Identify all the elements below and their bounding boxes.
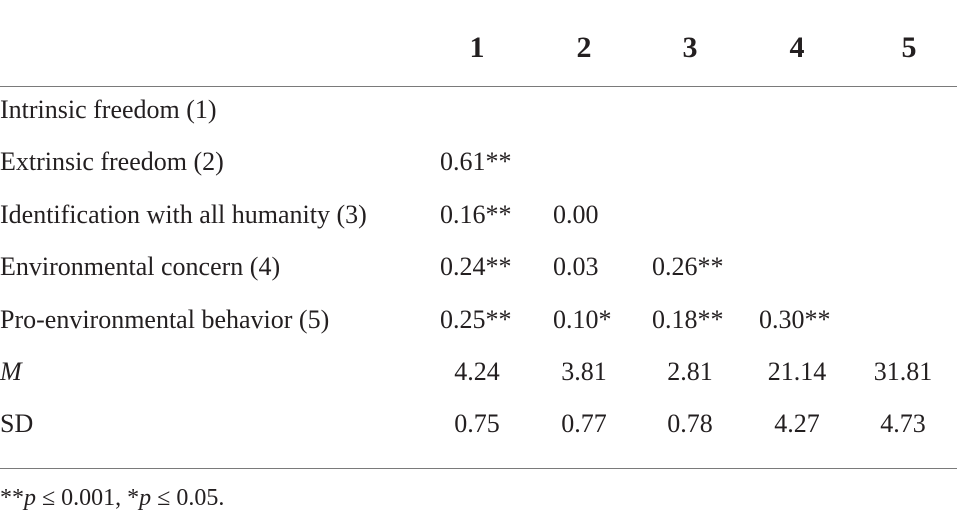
table-cell: 0.16** [440, 200, 512, 229]
row-label: Pro-environmental behavior (5) [0, 305, 330, 334]
table-cell: 21.14 [767, 357, 827, 386]
table-cell: 4.24 [454, 357, 500, 386]
table-cell: 4.27 [774, 409, 820, 438]
row-label: Environmental concern (4) [0, 252, 281, 281]
table-cell: 0.75 [454, 409, 500, 438]
table-cell: 4.73 [880, 409, 926, 438]
footnote-threshold-2: ≤ 0.05. [151, 485, 225, 511]
table-cell: 0.25** [440, 305, 512, 334]
table-row: SD 0.75 0.77 0.78 4.27 4.73 [0, 398, 957, 450]
table-cell: 0.61** [440, 147, 512, 176]
table-cell: 3.81 [561, 357, 607, 386]
bottom-rule [0, 468, 957, 469]
table-row: Identification with all humanity (3) 0.16… [0, 189, 957, 241]
table-row: M 4.24 3.81 2.81 21.14 31.81 [0, 346, 957, 398]
table-row: Intrinsic freedom (1) [0, 84, 957, 136]
top-rule [0, 86, 957, 87]
footnote-p-1: p [24, 485, 36, 511]
table-footnote: **p ≤ 0.001, *p ≤ 0.05. [0, 478, 224, 518]
footnote-threshold-1: ≤ 0.001, [36, 485, 128, 511]
column-header-1: 1 [469, 31, 485, 64]
row-label: SD [0, 409, 34, 438]
table-row: Pro-environmental behavior (5) 0.25** 0.10… [0, 294, 957, 346]
table-cell: 0.10* [553, 305, 612, 334]
column-header-3: 3 [682, 31, 698, 64]
table-cell: 2.81 [667, 357, 713, 386]
table-cell: 0.00 [553, 200, 599, 229]
row-label: Extrinsic freedom (2) [0, 147, 224, 176]
row-label: Identification with all humanity (3) [0, 200, 367, 229]
column-header-4: 4 [789, 31, 805, 64]
table-cell: 0.30** [759, 305, 831, 334]
table-cell: 0.77 [561, 409, 607, 438]
table-cell: 0.78 [667, 409, 713, 438]
table-cell: 0.24** [440, 252, 512, 281]
footnote-p-2: p [139, 485, 152, 511]
table-row: Extrinsic freedom (2) 0.61** [0, 136, 957, 188]
row-label: Intrinsic freedom (1) [0, 95, 217, 124]
table-cell: 0.18** [652, 305, 724, 334]
table-header-row: 1 2 3 4 5 [0, 26, 957, 70]
column-header-2: 2 [576, 31, 592, 64]
table-cell: 0.03 [553, 252, 599, 281]
table-row: Environmental concern (4) 0.24** 0.03 0.26*… [0, 241, 957, 293]
footnote-stars-2: * [127, 485, 140, 511]
table-cell: 0.26** [652, 252, 724, 281]
footnote-stars-1: ** [0, 485, 24, 511]
column-header-5: 5 [901, 31, 917, 64]
table-cell: 31.81 [873, 357, 933, 386]
row-label: M [0, 357, 22, 386]
